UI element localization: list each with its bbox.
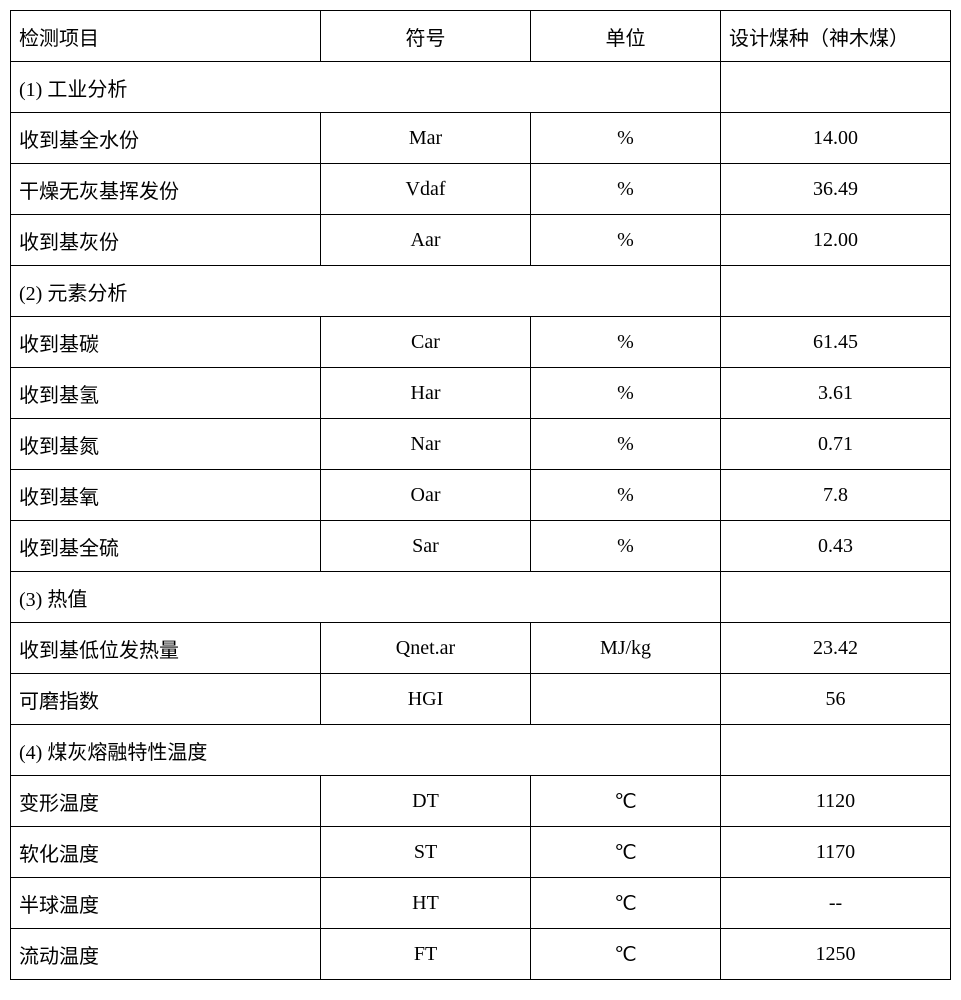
cell-symbol: Car	[321, 317, 531, 368]
cell-value: 14.00	[721, 113, 951, 164]
cell-value: 1250	[721, 929, 951, 980]
cell-symbol: HT	[321, 878, 531, 929]
cell-item: 半球温度	[11, 878, 321, 929]
cell-unit: %	[531, 113, 721, 164]
section-row: (2) 元素分析	[11, 266, 951, 317]
cell-unit: %	[531, 215, 721, 266]
cell-value: 23.42	[721, 623, 951, 674]
data-row: 收到基氢 Har % 3.61	[11, 368, 951, 419]
cell-item: 收到基碳	[11, 317, 321, 368]
cell-item: 收到基灰份	[11, 215, 321, 266]
cell-item: 流动温度	[11, 929, 321, 980]
cell-item: 变形温度	[11, 776, 321, 827]
cell-unit: %	[531, 317, 721, 368]
section-row: (3) 热值	[11, 572, 951, 623]
cell-value: 0.71	[721, 419, 951, 470]
cell-value: 1170	[721, 827, 951, 878]
section-title: (3) 热值	[11, 572, 721, 623]
section-empty	[721, 725, 951, 776]
data-row: 收到基灰份 Aar % 12.00	[11, 215, 951, 266]
cell-item: 可磨指数	[11, 674, 321, 725]
data-row: 收到基全水份 Mar % 14.00	[11, 113, 951, 164]
cell-item: 干燥无灰基挥发份	[11, 164, 321, 215]
section-empty	[721, 62, 951, 113]
data-row: 半球温度 HT ℃ --	[11, 878, 951, 929]
data-row: 软化温度 ST ℃ 1170	[11, 827, 951, 878]
cell-item: 收到基全水份	[11, 113, 321, 164]
cell-value: 36.49	[721, 164, 951, 215]
section-row: (4) 煤灰熔融特性温度	[11, 725, 951, 776]
header-symbol: 符号	[321, 11, 531, 62]
data-row: 流动温度 FT ℃ 1250	[11, 929, 951, 980]
cell-symbol: DT	[321, 776, 531, 827]
data-row: 收到基氮 Nar % 0.71	[11, 419, 951, 470]
data-row: 收到基碳 Car % 61.45	[11, 317, 951, 368]
cell-value: 61.45	[721, 317, 951, 368]
cell-unit	[531, 674, 721, 725]
cell-unit: ℃	[531, 776, 721, 827]
cell-symbol: Nar	[321, 419, 531, 470]
cell-symbol: HGI	[321, 674, 531, 725]
cell-symbol: FT	[321, 929, 531, 980]
cell-value: 1120	[721, 776, 951, 827]
data-row: 干燥无灰基挥发份 Vdaf % 36.49	[11, 164, 951, 215]
cell-unit: ℃	[531, 929, 721, 980]
cell-value: 56	[721, 674, 951, 725]
cell-symbol: Aar	[321, 215, 531, 266]
cell-value: 12.00	[721, 215, 951, 266]
data-row: 可磨指数 HGI 56	[11, 674, 951, 725]
data-row: 收到基低位发热量 Qnet.ar MJ/kg 23.42	[11, 623, 951, 674]
cell-item: 收到基低位发热量	[11, 623, 321, 674]
cell-unit: %	[531, 164, 721, 215]
section-title: (2) 元素分析	[11, 266, 721, 317]
header-value: 设计煤种（神木煤）	[721, 11, 951, 62]
data-row: 变形温度 DT ℃ 1120	[11, 776, 951, 827]
section-row: (1) 工业分析	[11, 62, 951, 113]
cell-symbol: Har	[321, 368, 531, 419]
header-item: 检测项目	[11, 11, 321, 62]
section-empty	[721, 266, 951, 317]
cell-unit: %	[531, 470, 721, 521]
data-row: 收到基全硫 Sar % 0.43	[11, 521, 951, 572]
cell-item: 软化温度	[11, 827, 321, 878]
cell-symbol: Oar	[321, 470, 531, 521]
cell-symbol: Vdaf	[321, 164, 531, 215]
cell-value: 3.61	[721, 368, 951, 419]
data-row: 收到基氧 Oar % 7.8	[11, 470, 951, 521]
cell-symbol: ST	[321, 827, 531, 878]
cell-item: 收到基氧	[11, 470, 321, 521]
cell-item: 收到基氢	[11, 368, 321, 419]
cell-value: --	[721, 878, 951, 929]
cell-unit: ℃	[531, 878, 721, 929]
cell-item: 收到基氮	[11, 419, 321, 470]
header-row: 检测项目 符号 单位 设计煤种（神木煤）	[11, 11, 951, 62]
cell-symbol: Mar	[321, 113, 531, 164]
cell-unit: %	[531, 419, 721, 470]
coal-properties-table: 检测项目 符号 单位 设计煤种（神木煤） (1) 工业分析 收到基全水份 Mar…	[10, 10, 951, 980]
cell-value: 7.8	[721, 470, 951, 521]
cell-value: 0.43	[721, 521, 951, 572]
cell-item: 收到基全硫	[11, 521, 321, 572]
cell-symbol: Qnet.ar	[321, 623, 531, 674]
section-title: (4) 煤灰熔融特性温度	[11, 725, 721, 776]
section-empty	[721, 572, 951, 623]
cell-unit: %	[531, 368, 721, 419]
section-title: (1) 工业分析	[11, 62, 721, 113]
cell-unit: ℃	[531, 827, 721, 878]
cell-unit: MJ/kg	[531, 623, 721, 674]
header-unit: 单位	[531, 11, 721, 62]
cell-symbol: Sar	[321, 521, 531, 572]
cell-unit: %	[531, 521, 721, 572]
